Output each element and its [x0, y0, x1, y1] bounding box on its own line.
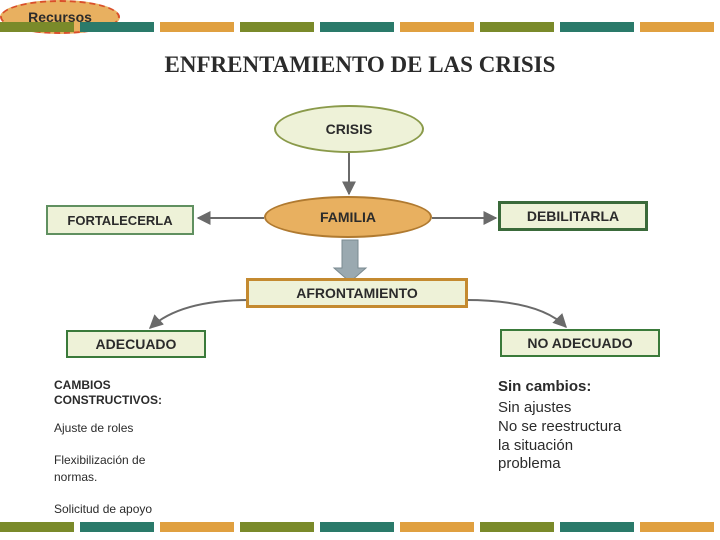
left-header: CAMBIOS CONSTRUCTIVOS:: [54, 378, 162, 408]
node-afrontamiento-label: AFRONTAMIENTO: [296, 285, 418, 301]
stripe-segment: [320, 522, 394, 532]
left-bullets: Ajuste de roles Flexibilización de norma…: [54, 420, 152, 517]
node-afrontamiento: AFRONTAMIENTO: [246, 278, 468, 308]
node-fortalecerla-label: FORTALECERLA: [67, 213, 172, 228]
stripe-segment: [0, 522, 74, 532]
right-header: Sin cambios:: [498, 378, 591, 395]
stripe-segment: [560, 522, 634, 532]
stripe-segment: [480, 522, 554, 532]
node-familia: FAMILIA: [264, 196, 432, 238]
stripe-segment: [80, 22, 154, 32]
node-crisis: CRISIS: [274, 105, 424, 153]
node-noadecuado-label: NO ADECUADO: [527, 335, 632, 351]
right-body: Sin ajustes No se reestructura la situac…: [498, 399, 621, 474]
node-adecuado-label: ADECUADO: [96, 336, 177, 352]
node-adecuado: ADECUADO: [66, 330, 206, 358]
decor-stripe-top: [0, 22, 720, 32]
stripe-segment: [640, 22, 714, 32]
node-fortalecerla: FORTALECERLA: [46, 205, 194, 235]
stripe-segment: [400, 22, 474, 32]
stripe-segment: [240, 22, 314, 32]
node-debilitarla: DEBILITARLA: [498, 201, 648, 231]
stripe-segment: [560, 22, 634, 32]
node-noadecuado: NO ADECUADO: [500, 329, 660, 357]
node-familia-label: FAMILIA: [320, 209, 376, 225]
stripe-segment: [480, 22, 554, 32]
stripe-segment: [80, 522, 154, 532]
stripe-segment: [400, 522, 474, 532]
stripe-segment: [320, 22, 394, 32]
stripe-segment: [640, 522, 714, 532]
stripe-segment: [160, 522, 234, 532]
decor-stripe-bottom: [0, 522, 720, 532]
stripe-segment: [0, 22, 74, 32]
page-title: ENFRENTAMIENTO DE LAS CRISIS: [0, 52, 720, 78]
node-debilitarla-label: DEBILITARLA: [527, 208, 619, 224]
stripe-segment: [160, 22, 234, 32]
node-crisis-label: CRISIS: [326, 121, 373, 137]
stripe-segment: [240, 522, 314, 532]
